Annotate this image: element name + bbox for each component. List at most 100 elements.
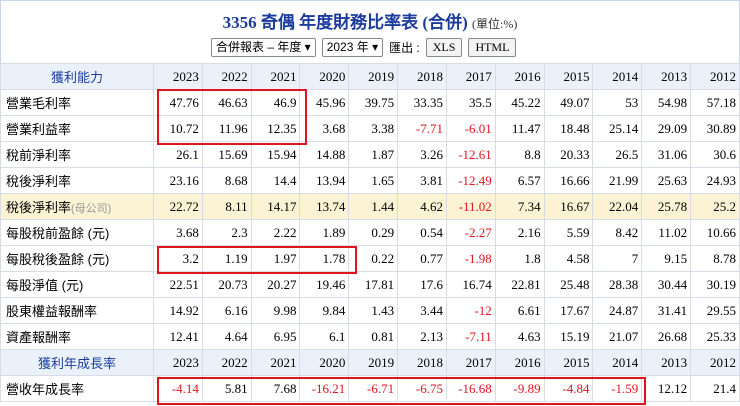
value-cell: 9.84 [299,297,350,324]
value-cell: 21.4 [690,375,740,402]
report-select-text: 合併報表 – 年度 [216,40,302,54]
value-cell: -6.75 [397,375,447,402]
year-header: 2012 [690,349,740,376]
value-cell: -16.68 [445,375,496,402]
value-cell: 53 [592,89,643,116]
data-row: 稅後淨利率(母公司) 22.72 8.11 14.17 13.74 1.44 4.62 -11… [0,193,740,220]
value-cell: 24.93 [690,167,740,194]
value-cell: 6.95 [250,323,301,350]
value-cell: 33.35 [397,89,447,116]
value-cell: 9.15 [641,245,692,272]
year-select-text: 2023 年 [326,40,369,54]
value-cell: 39.75 [348,89,399,116]
value-cell: -1.59 [592,375,643,402]
value-cell: -4.84 [543,375,594,402]
year-header: 2015 [543,63,594,90]
controls: 合併報表 – 年度 ▾ 2023 年 ▾ 匯出 : XLS HTML [211,38,517,57]
value-cell: 15.69 [201,141,252,168]
year-header: 2015 [543,349,594,376]
value-cell: 2.16 [494,219,545,246]
year-header: 2020 [299,349,350,376]
value-cell: 7.34 [494,193,545,220]
value-cell: 25.2 [690,193,740,220]
value-cell: 17.6 [397,271,447,298]
value-cell: 8.8 [494,141,545,168]
value-cell: 35.5 [445,89,496,116]
value-cell: 1.89 [299,219,350,246]
html-button[interactable]: HTML [468,38,517,57]
row-label-text: 每股稅後盈餘 (元) [6,252,110,267]
value-cell: 25.14 [592,115,643,142]
value-cell: 45.22 [494,89,545,116]
value-cell: 2.22 [250,219,301,246]
value-cell: 22.81 [494,271,545,298]
row-label: 資產報酬率 [0,323,154,350]
value-cell: 23.16 [153,167,203,194]
value-cell: 14.17 [250,193,301,220]
value-cell: 49.07 [543,89,594,116]
value-cell: 13.94 [299,167,350,194]
data-row: 資產報酬率 12.41 4.64 6.95 6.1 0.81 2.13 -7.11 4.63 15… [0,323,740,350]
value-cell: 11.47 [494,115,545,142]
value-cell: 2.3 [201,219,252,246]
value-cell: -12.49 [445,167,496,194]
value-cell: 10.66 [690,219,740,246]
value-cell: 15.19 [543,323,594,350]
year-header: 2021 [250,63,301,90]
year-header: 2014 [592,349,643,376]
value-cell: 3.26 [397,141,447,168]
value-cell: 8.78 [690,245,740,272]
value-cell: 25.63 [641,167,692,194]
value-cell: 20.33 [543,141,594,168]
row-label: 每股稅前盈餘 (元) [0,219,154,246]
value-cell: 57.18 [690,89,740,116]
data-row: 每股稅前盈餘 (元) 3.68 2.3 2.22 1.89 0.29 0.54 -2.27 2.… [0,219,740,246]
value-cell: -12.61 [445,141,496,168]
value-cell: 3.68 [153,219,203,246]
year-header: 2022 [201,349,252,376]
row-label: 營收年成長率 [0,375,154,402]
year-header: 2014 [592,63,643,90]
title: 3356 奇偶 年度財務比率表 (合併) [222,13,468,32]
row-label: 稅後淨利率 [0,167,154,194]
value-cell: 17.67 [543,297,594,324]
value-cell: 4.64 [201,323,252,350]
value-cell: 1.44 [348,193,399,220]
row-label-text: 營業利益率 [6,122,72,137]
row-label: 股東權益報酬率 [0,297,154,324]
year-header: 2017 [445,349,496,376]
value-cell: 13.74 [299,193,350,220]
row-label-text: 資產報酬率 [6,330,72,345]
value-cell: 4.63 [494,323,545,350]
value-cell: -4.14 [153,375,203,402]
value-cell: 16.66 [543,167,594,194]
row-label: 營業毛利率 [0,89,154,116]
value-cell: 5.59 [543,219,594,246]
value-cell: 30.19 [690,271,740,298]
value-cell: 20.27 [250,271,301,298]
row-label-text: 每股淨值 (元) [6,278,84,293]
report-select[interactable]: 合併報表 – 年度 ▾ [211,38,316,57]
row-label-text: 稅前淨利率 [6,148,72,163]
value-cell: 25.78 [641,193,692,220]
value-cell: 12.12 [641,375,692,402]
year-header: 2019 [348,349,399,376]
value-cell: -6.01 [445,115,496,142]
value-cell: 25.33 [690,323,740,350]
value-cell: 22.72 [153,193,203,220]
xls-button[interactable]: XLS [425,38,463,57]
value-cell: -7.11 [445,323,496,350]
year-header: 2019 [348,63,399,90]
value-cell: 6.61 [494,297,545,324]
value-cell: 3.68 [299,115,350,142]
value-cell: 12.41 [153,323,203,350]
year-select[interactable]: 2023 年 ▾ [321,38,384,57]
value-cell: 1.65 [348,167,399,194]
row-label: 稅後淨利率(母公司) [0,193,154,220]
year-header: 2018 [397,63,447,90]
value-cell: 19.46 [299,271,350,298]
value-cell: 0.77 [397,245,447,272]
unit: (單位:%) [472,17,518,31]
data-row: 營收年成長率 -4.14 5.81 7.68 -16.21 -6.71 -6.75 -16.6… [0,375,740,402]
